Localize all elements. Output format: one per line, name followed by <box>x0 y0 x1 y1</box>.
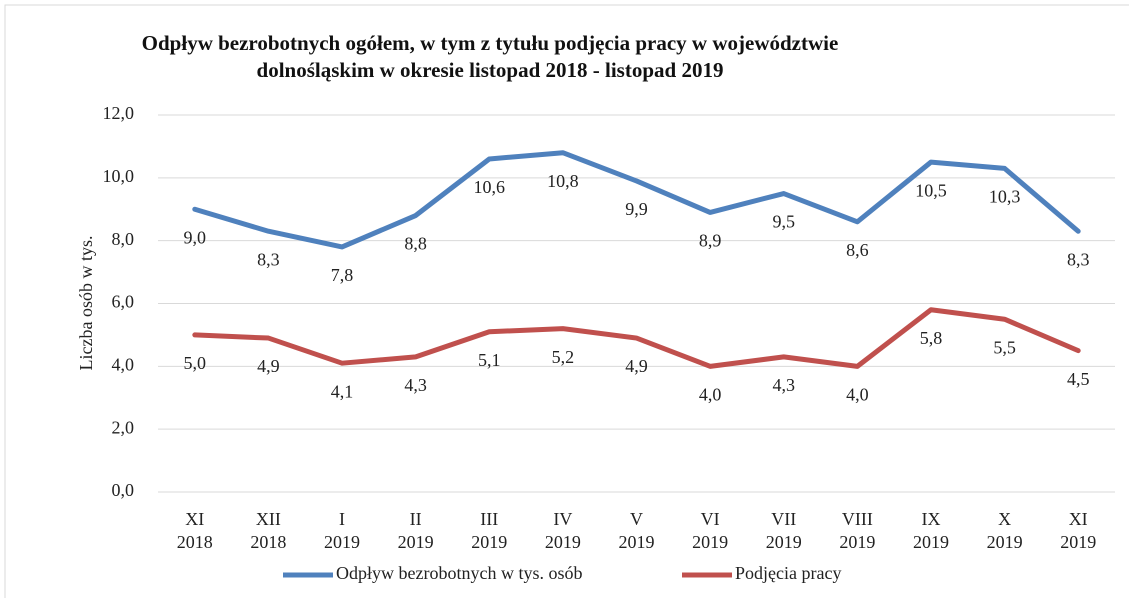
data-label: 4,0 <box>699 384 722 404</box>
data-label: 10,6 <box>474 177 506 197</box>
data-label: 8,3 <box>257 249 280 269</box>
y-tick-label: 10,0 <box>103 166 135 186</box>
x-tick-label: III 2019 <box>471 509 508 552</box>
data-label: 10,3 <box>989 187 1021 207</box>
x-tick-label: VI 2019 <box>692 509 729 552</box>
data-label: 5,0 <box>184 353 207 373</box>
x-tick-label: IV 2019 <box>544 509 581 552</box>
x-tick-label: IX 2019 <box>912 509 949 552</box>
data-label: 8,6 <box>846 240 869 260</box>
x-tick-label: XI 2018 <box>176 509 213 552</box>
data-label: 9,5 <box>772 212 795 232</box>
y-axis-label: Liczba osób w tys. <box>76 236 96 371</box>
y-tick-label: 0,0 <box>112 480 135 500</box>
x-tick-label: XI 2019 <box>1060 509 1097 552</box>
chart-title: Odpływ bezrobotnych ogółem, w tym z tytu… <box>141 31 839 82</box>
x-tick-label: I 2019 <box>324 509 361 552</box>
data-label: 8,8 <box>404 234 427 254</box>
y-tick-label: 8,0 <box>112 229 135 249</box>
data-label: 5,5 <box>993 337 1016 357</box>
data-label: 5,2 <box>552 347 575 367</box>
y-tick-label: 2,0 <box>112 417 135 437</box>
legend-label: Odpływ bezrobotnych w tys. osób <box>336 563 582 583</box>
data-label: 10,5 <box>915 180 947 200</box>
x-tick-label: II 2019 <box>397 509 434 552</box>
data-label: 5,8 <box>920 328 943 348</box>
y-tick-label: 12,0 <box>103 103 135 123</box>
data-label: 10,8 <box>547 171 579 191</box>
y-tick-label: 4,0 <box>112 354 135 374</box>
data-label: 5,1 <box>478 350 501 370</box>
legend-label: Podjęcia pracy <box>735 563 841 583</box>
y-tick-label: 6,0 <box>112 292 135 312</box>
data-label: 4,9 <box>625 356 648 376</box>
series-line <box>192 150 1081 250</box>
data-label: 4,9 <box>257 356 280 376</box>
x-tick-label: V 2019 <box>618 509 655 552</box>
x-tick-label: X 2019 <box>986 509 1023 552</box>
x-tick-label: XII 2018 <box>250 509 287 552</box>
data-label: 9,0 <box>184 227 207 247</box>
x-tick-label: VIII 2019 <box>839 509 876 552</box>
series-line <box>192 307 1081 369</box>
data-label: 8,3 <box>1067 249 1090 269</box>
data-label: 7,8 <box>331 265 354 285</box>
chart-frame <box>4 4 1129 598</box>
data-label: 4,0 <box>846 384 869 404</box>
data-label: 9,9 <box>625 199 648 219</box>
data-label: 4,5 <box>1067 369 1090 389</box>
data-label: 4,3 <box>404 375 427 395</box>
data-label: 4,1 <box>331 381 354 401</box>
x-tick-label: VII 2019 <box>765 509 802 552</box>
data-label: 4,3 <box>772 375 795 395</box>
data-label: 8,9 <box>699 231 722 251</box>
